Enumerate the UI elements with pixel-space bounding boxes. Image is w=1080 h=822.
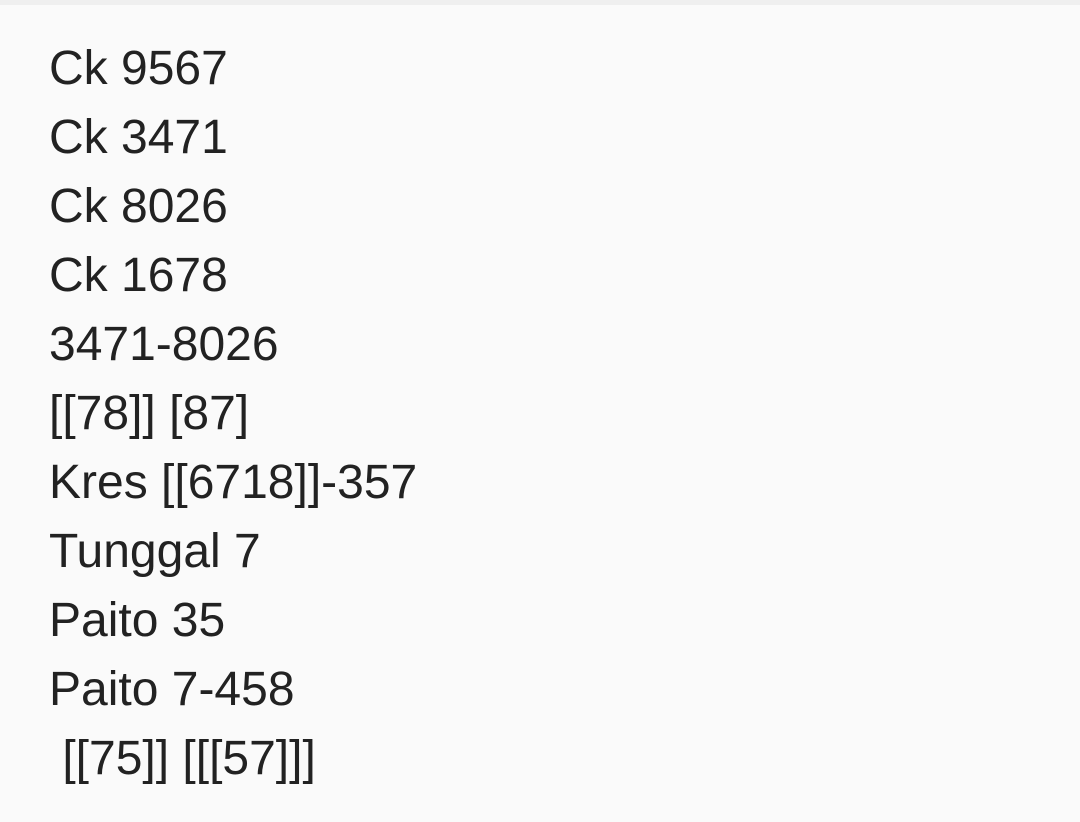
text-line: Ck 3471 [49,111,228,164]
text-line: Tunggal 7 [49,525,261,578]
text-line: Paito 7-458 [49,663,295,716]
text-line: Ck 8026 [49,180,228,233]
message-text: Ck 9567 Ck 3471 Ck 8026 Ck 1678 3471-8026 [[7… [49,34,417,793]
text-line: Kres [[6718]]-357 [49,456,418,509]
text-line: [[78]] [87] [49,387,250,440]
text-line: Paito 35 [49,594,226,647]
top-divider [0,0,1080,5]
text-line: 3471-8026 [49,318,279,371]
text-line: [[75]] [[[57]]] [49,732,316,785]
text-line: Ck 1678 [49,249,228,302]
text-line: Ck 9567 [49,42,228,95]
